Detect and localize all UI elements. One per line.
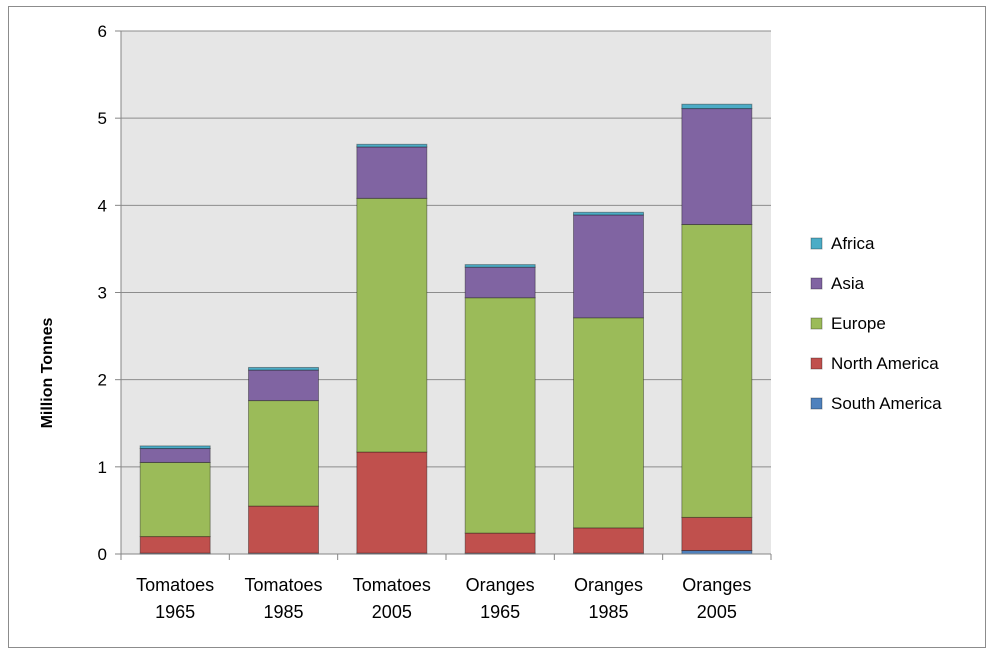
x-tick-label: Oranges <box>466 575 535 595</box>
legend-item: Europe <box>810 314 886 333</box>
bar-segment <box>464 532 536 554</box>
bar-segment <box>248 400 319 507</box>
bar-segment <box>139 445 211 450</box>
bar-segment <box>356 146 428 199</box>
y-tick-label: 4 <box>98 196 107 215</box>
bar-segment <box>139 448 211 463</box>
y-tick-label: 5 <box>98 109 107 128</box>
legend-item: North America <box>810 354 939 373</box>
x-tick-label: Tomatoes <box>244 575 322 595</box>
legend-label: Europe <box>831 314 886 333</box>
bar-segment <box>573 214 644 319</box>
legend-item: South America <box>810 394 942 413</box>
x-tick-label: 1965 <box>480 602 520 622</box>
legend-swatch <box>810 397 823 410</box>
x-tick-label: Tomatoes <box>136 575 214 595</box>
x-axis-labels: Tomatoes 1965 Tomatoes 1985 Tomatoes 2005 Oran… <box>120 554 772 622</box>
x-tick-label: 2005 <box>372 602 412 622</box>
x-tick-label: 2005 <box>697 602 737 622</box>
bar-segment <box>248 369 319 402</box>
bar-segment <box>573 527 644 554</box>
legend-swatch <box>810 237 823 250</box>
legend-label: Africa <box>831 234 875 253</box>
bar-segment <box>248 505 319 554</box>
legend-swatch <box>810 357 823 370</box>
bar-segment <box>248 366 319 371</box>
legend: Africa Asia Europe North America South Ameri… <box>810 234 942 413</box>
x-tick-label: Oranges <box>574 575 643 595</box>
bar-segment <box>464 264 536 268</box>
y-axis-label: Million Tonnes <box>39 318 56 429</box>
y-tick-label: 1 <box>98 458 107 477</box>
y-tick-label: 3 <box>98 284 107 303</box>
y-axis-ticks: 0 1 2 3 4 5 6 <box>98 22 121 564</box>
bar-segment <box>681 550 753 555</box>
bar-segment <box>356 451 428 554</box>
y-tick-label: 6 <box>98 22 107 41</box>
legend-swatch <box>810 277 823 290</box>
bar-segment <box>573 317 644 529</box>
legend-swatch <box>810 317 823 330</box>
bar-segment <box>573 211 644 216</box>
legend-label: Asia <box>831 274 865 293</box>
legend-item: Asia <box>810 274 865 293</box>
bar-segment <box>464 266 536 299</box>
bar-segment <box>681 516 753 552</box>
y-tick-label: 2 <box>98 371 107 390</box>
x-tick-label: 1965 <box>155 602 195 622</box>
x-tick-label: Tomatoes <box>353 575 431 595</box>
legend-label: North America <box>831 354 939 373</box>
bar-segment <box>356 143 428 148</box>
x-tick-label: Oranges <box>682 575 751 595</box>
legend-label: South America <box>831 394 942 413</box>
x-tick-label: 1985 <box>588 602 628 622</box>
bar-segment <box>464 297 536 534</box>
bar-segment <box>139 461 211 538</box>
bar-segment <box>139 536 211 554</box>
bar-segment <box>681 224 753 518</box>
bar-segment <box>681 103 753 110</box>
legend-item: Africa <box>810 234 875 253</box>
gridlines <box>121 30 771 468</box>
bar-segment <box>356 197 428 453</box>
bar-segment <box>681 108 753 226</box>
x-tick-label: 1985 <box>263 602 303 622</box>
y-tick-label: 0 <box>98 545 107 564</box>
